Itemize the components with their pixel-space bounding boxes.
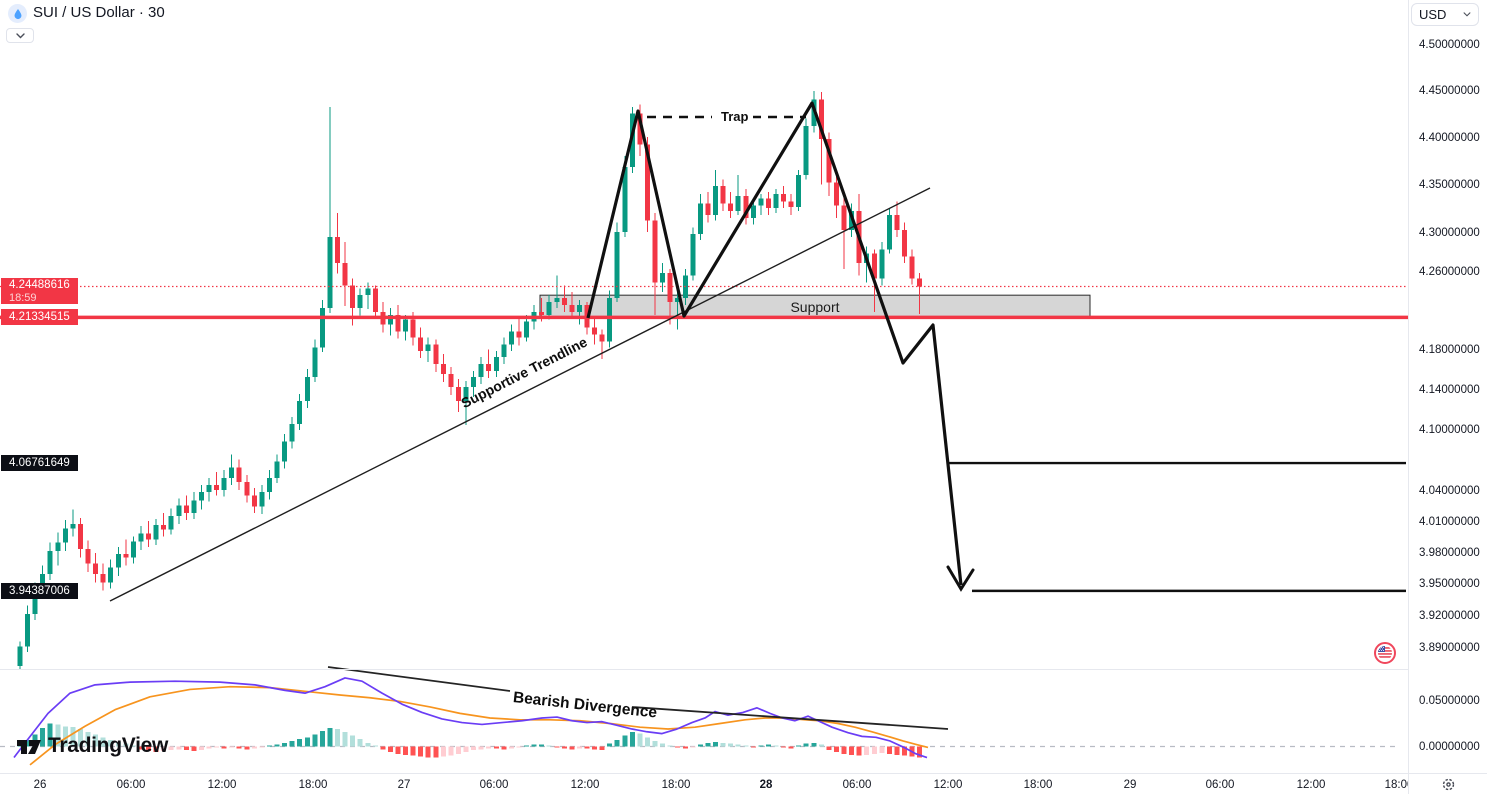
time-tick: 12:00 (1296, 779, 1326, 791)
supportive-trendline (109, 187, 931, 602)
time-tick: 06:00 (479, 779, 509, 791)
price-tick: 4.35000000 (1419, 179, 1480, 192)
sui-logo-icon (8, 4, 27, 23)
gear-icon (1442, 778, 1454, 790)
time-axis[interactable]: 26 06:00 12:00 18:00 27 06:00 12:00 18:00 28 06:0… (0, 773, 1408, 794)
time-tick: 06:00 (116, 779, 146, 791)
time-tick: 12:00 (570, 779, 600, 791)
time-tick: 18:00 (1384, 779, 1408, 791)
price-tick: 4.30000000 (1419, 227, 1480, 240)
price-tick: 4.18000000 (1419, 344, 1480, 357)
time-tick: 12:00 (207, 779, 237, 791)
price-tick: 3.95000000 (1419, 578, 1480, 591)
target1-price-label: 4.06761649 (1, 455, 78, 472)
price-tick: 4.14000000 (1419, 384, 1480, 397)
support-zone-annotation[interactable]: Support (790, 299, 840, 315)
bearish-divergence-line (631, 706, 949, 730)
price-tick: 3.92000000 (1419, 609, 1480, 622)
current-price-value: 4.24488616 (9, 278, 70, 291)
price-axis[interactable]: 4.50000000 4.45000000 4.40000000 4.35000000… (1408, 0, 1487, 773)
time-tick: 18:00 (1023, 779, 1053, 791)
candles (17, 91, 923, 671)
chevron-down-icon (15, 32, 25, 38)
time-tick: 27 (397, 779, 411, 791)
tradingview-watermark: TradingView (16, 733, 168, 759)
currency-value: USD (1419, 7, 1447, 22)
time-tick: 28 (759, 779, 773, 791)
bar-countdown: 18:59 (9, 291, 37, 304)
current-price-label: 4.24488616 18:59 (1, 277, 78, 304)
tradingview-logo-icon (17, 740, 41, 754)
macd-histogram (17, 723, 923, 758)
time-tick: 06:00 (1205, 779, 1235, 791)
price-tick: 3.98000000 (1419, 547, 1480, 560)
target2-price-label: 3.94387006 (1, 582, 78, 599)
time-tick: 29 (1123, 779, 1137, 791)
price-tick: 4.10000000 (1419, 424, 1480, 437)
price-tick: 4.04000000 (1419, 485, 1480, 498)
chart-header: SUI / US Dollar · 30 (0, 0, 1487, 26)
collapse-panel-button[interactable] (6, 28, 34, 43)
time-tick: 18:00 (298, 779, 328, 791)
trap-annotation[interactable]: Trap (716, 109, 754, 124)
support-line-price-label: 4.21334515 (1, 309, 78, 326)
currency-select[interactable]: USD (1411, 3, 1479, 26)
price-tick: 4.45000000 (1419, 85, 1480, 98)
price-tick: 4.40000000 (1419, 131, 1480, 144)
us-market-flag-icon (1374, 642, 1396, 669)
macd-signal-line (29, 685, 929, 766)
indicator-tick: 0.00000000 (1419, 740, 1480, 753)
bearish-divergence-line (327, 666, 511, 692)
watermark-text: TradingView (48, 734, 169, 757)
time-tick: 18:00 (661, 779, 691, 791)
price-tick: 4.01000000 (1419, 516, 1480, 529)
time-tick: 06:00 (842, 779, 872, 791)
time-tick: 26 (33, 779, 47, 791)
price-tick: 4.26000000 (1419, 265, 1480, 278)
pane-separator[interactable] (0, 669, 1487, 670)
arrow-head (946, 565, 975, 592)
price-path-zigzag (586, 101, 963, 586)
price-tick: 4.50000000 (1419, 39, 1480, 51)
time-axis-settings[interactable] (1408, 773, 1487, 794)
chevron-down-icon (1463, 12, 1471, 17)
indicator-tick: 0.05000000 (1419, 694, 1480, 707)
time-tick: 12:00 (933, 779, 963, 791)
price-tick: 3.89000000 (1419, 641, 1480, 654)
symbol-title[interactable]: SUI / US Dollar · 30 (33, 4, 165, 21)
